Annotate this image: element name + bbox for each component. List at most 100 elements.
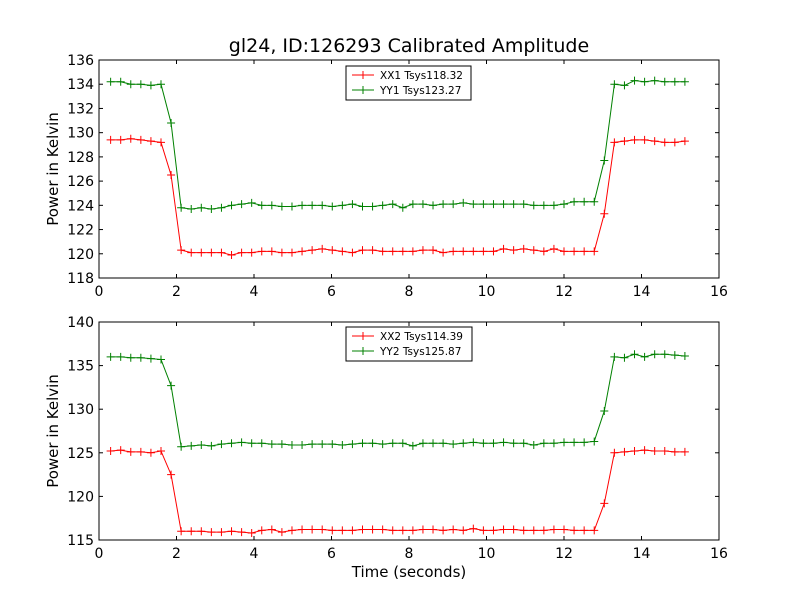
data-point [227, 439, 236, 448]
data-point [650, 447, 659, 456]
legend-entry-label: XX1 Tsys118.32 [380, 70, 463, 82]
data-point [146, 137, 155, 146]
data-point [449, 440, 458, 449]
bottom-subplot: 0 2 4 6 8 10 12 14 16 115 120 125 130 135 140 Power in … [44, 315, 728, 581]
data-point [298, 440, 307, 449]
data-point [157, 138, 165, 147]
data-point [580, 526, 589, 535]
x-tick-label: 0 [95, 284, 104, 300]
legend-swatch-marker [359, 332, 367, 340]
data-point [610, 352, 619, 361]
data-point [167, 171, 176, 180]
y-tick-label: 130 [67, 126, 94, 142]
data-point [620, 81, 629, 90]
data-point [519, 439, 528, 448]
data-point [267, 440, 276, 449]
data-point [318, 244, 327, 253]
x-tick-label: 2 [172, 284, 181, 300]
y-tick-label: 124 [67, 198, 94, 214]
data-point [418, 246, 427, 255]
plot-area [106, 350, 689, 538]
data-point [408, 247, 417, 256]
data-point [197, 203, 206, 212]
data-point [680, 77, 689, 86]
data-point [227, 201, 236, 210]
data-point [429, 246, 438, 255]
data-point [247, 439, 256, 448]
x-tick-label: 10 [478, 284, 496, 300]
data-point [197, 248, 206, 257]
y-tick-label: 132 [67, 101, 94, 117]
data-point [479, 247, 488, 256]
data-point [146, 81, 155, 90]
data-point [660, 350, 669, 359]
y-tick-label: 118 [67, 271, 94, 287]
data-point [600, 209, 609, 218]
data-point [126, 80, 135, 89]
x-tick-label: 16 [710, 546, 728, 562]
data-point [449, 247, 458, 256]
data-point [237, 528, 246, 537]
data-point [459, 198, 468, 207]
data-point [157, 355, 165, 364]
legend-entry-label: XX2 Tsys114.39 [380, 331, 463, 343]
data-point [560, 438, 568, 447]
data-point [499, 438, 508, 447]
data-point [489, 247, 498, 256]
data-point [418, 439, 427, 448]
data-point [388, 200, 397, 209]
data-point [146, 354, 155, 363]
data-point [227, 527, 236, 536]
data-point [197, 440, 206, 449]
data-point [388, 247, 397, 256]
data-point [167, 118, 176, 127]
y-tick-label: 136 [67, 53, 94, 69]
chart-title: gl24, ID:126293 Calibrated Amplitude [229, 35, 589, 57]
data-point [298, 247, 307, 256]
data-point [207, 528, 216, 537]
legend-swatch-marker [359, 86, 367, 94]
data-point [680, 447, 689, 456]
y-tick-label: 125 [67, 446, 94, 462]
data-point [479, 526, 488, 535]
data-point [207, 441, 216, 450]
data-point [489, 439, 498, 448]
data-point [126, 447, 135, 456]
data-point [640, 77, 649, 86]
data-point [358, 525, 367, 534]
legend: XX2 Tsys114.39 YY2 Tsys125.87 [345, 326, 473, 362]
data-point [650, 76, 659, 85]
data-point [580, 247, 589, 256]
data-point [318, 440, 327, 449]
x-tick-label: 6 [327, 284, 336, 300]
data-point [660, 77, 669, 86]
y-axis-label: Power in Kelvin [44, 112, 62, 226]
data-point [680, 352, 689, 361]
data-point [529, 201, 538, 210]
data-point [157, 447, 165, 456]
data-point [499, 244, 508, 253]
data-point [328, 440, 337, 449]
data-point [640, 446, 649, 455]
y-axis-label: Power in Kelvin [44, 374, 62, 488]
data-point [106, 135, 115, 144]
data-point [257, 201, 266, 210]
data-point [509, 246, 518, 255]
data-point [338, 440, 347, 449]
data-point [237, 438, 246, 447]
y-tick-label: 126 [67, 174, 94, 190]
data-point [539, 439, 548, 448]
data-point [227, 250, 236, 259]
data-point [308, 201, 317, 210]
data-point [610, 80, 619, 89]
legend-box [345, 65, 472, 101]
series-line-0 [110, 449, 685, 534]
data-point [308, 246, 317, 255]
data-point [670, 138, 679, 147]
data-point [318, 201, 327, 210]
top-subplot: gl24, ID:126293 Calibrated Amplitude 0 2 4 6… [44, 35, 728, 300]
data-point [590, 197, 599, 206]
data-point [398, 203, 407, 212]
data-point [509, 200, 518, 209]
data-point [439, 526, 448, 535]
